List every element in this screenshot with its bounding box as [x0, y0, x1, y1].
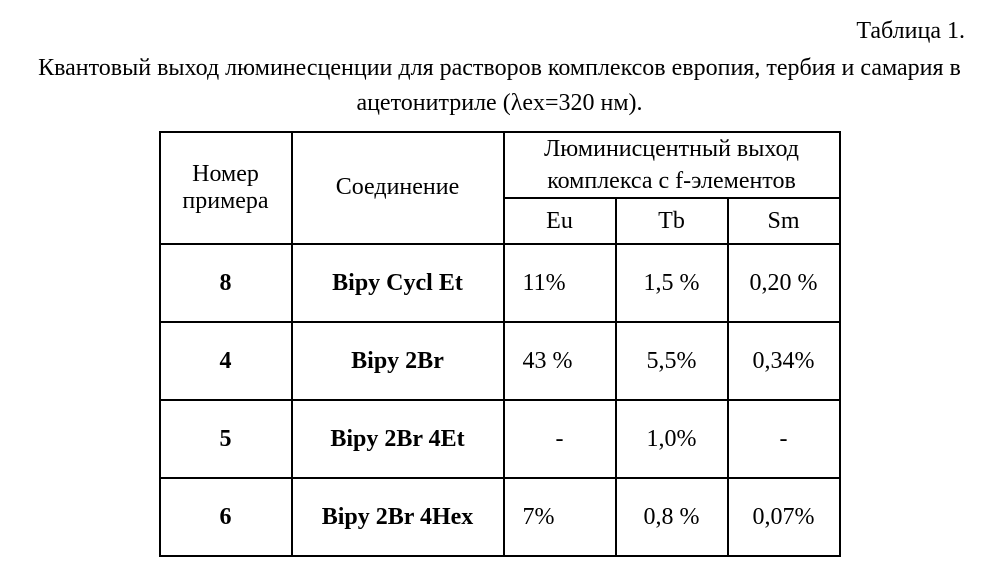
caption-line-2: ацетонитриле (λex=320 нм).: [24, 86, 975, 121]
table-container: Номер примера Соединение Люминисцентный …: [24, 131, 975, 558]
data-table: Номер примера Соединение Люминисцентный …: [159, 131, 841, 558]
table-row: 5 Bipy 2Br 4Et - 1,0% -: [160, 400, 840, 478]
cell-example-num: 4: [160, 322, 292, 400]
cell-tb: 0,8 %: [616, 478, 728, 556]
cell-example-num: 6: [160, 478, 292, 556]
cell-sm: 0,20 %: [728, 244, 840, 322]
header-group-l1: Люминисцентный выход: [505, 133, 839, 165]
header-example-number: Номер примера: [160, 132, 292, 245]
header-eu: Eu: [504, 198, 616, 244]
table-row: 6 Bipy 2Br 4Hex 7% 0,8 % 0,07%: [160, 478, 840, 556]
cell-compound: Bipy 2Br 4Et: [292, 400, 504, 478]
header-group-luminescent: Люминисцентный выход комплекса с f-элеме…: [504, 132, 840, 199]
cell-eu: 43 %: [504, 322, 616, 400]
table-body: 8 Bipy Cycl Et 11% 1,5 % 0,20 % 4 Bipy 2…: [160, 244, 840, 556]
header-example-l1: Номер: [161, 161, 291, 188]
header-group-l2: комплекса с f-элементов: [505, 165, 839, 197]
cell-tb: 1,0%: [616, 400, 728, 478]
cell-tb: 1,5 %: [616, 244, 728, 322]
cell-compound: Bipy 2Br: [292, 322, 504, 400]
cell-tb: 5,5%: [616, 322, 728, 400]
cell-sm: 0,34%: [728, 322, 840, 400]
header-row-1: Номер примера Соединение Люминисцентный …: [160, 132, 840, 199]
page-root: Таблица 1. Квантовый выход люминесценции…: [0, 0, 999, 572]
table-row: 8 Bipy Cycl Et 11% 1,5 % 0,20 %: [160, 244, 840, 322]
cell-example-num: 8: [160, 244, 292, 322]
table-header: Номер примера Соединение Люминисцентный …: [160, 132, 840, 245]
cell-compound: Bipy 2Br 4Hex: [292, 478, 504, 556]
cell-sm: -: [728, 400, 840, 478]
cell-compound: Bipy Cycl Et: [292, 244, 504, 322]
header-tb: Tb: [616, 198, 728, 244]
cell-example-num: 5: [160, 400, 292, 478]
cell-eu: 11%: [504, 244, 616, 322]
caption-line-1: Квантовый выход люминесценции для раство…: [24, 51, 975, 86]
cell-eu: 7%: [504, 478, 616, 556]
header-sm: Sm: [728, 198, 840, 244]
header-compound: Соединение: [292, 132, 504, 245]
table-number-label: Таблица 1.: [24, 18, 975, 45]
header-example-l2: примера: [161, 188, 291, 215]
cell-eu: -: [504, 400, 616, 478]
table-row: 4 Bipy 2Br 43 % 5,5% 0,34%: [160, 322, 840, 400]
cell-sm: 0,07%: [728, 478, 840, 556]
